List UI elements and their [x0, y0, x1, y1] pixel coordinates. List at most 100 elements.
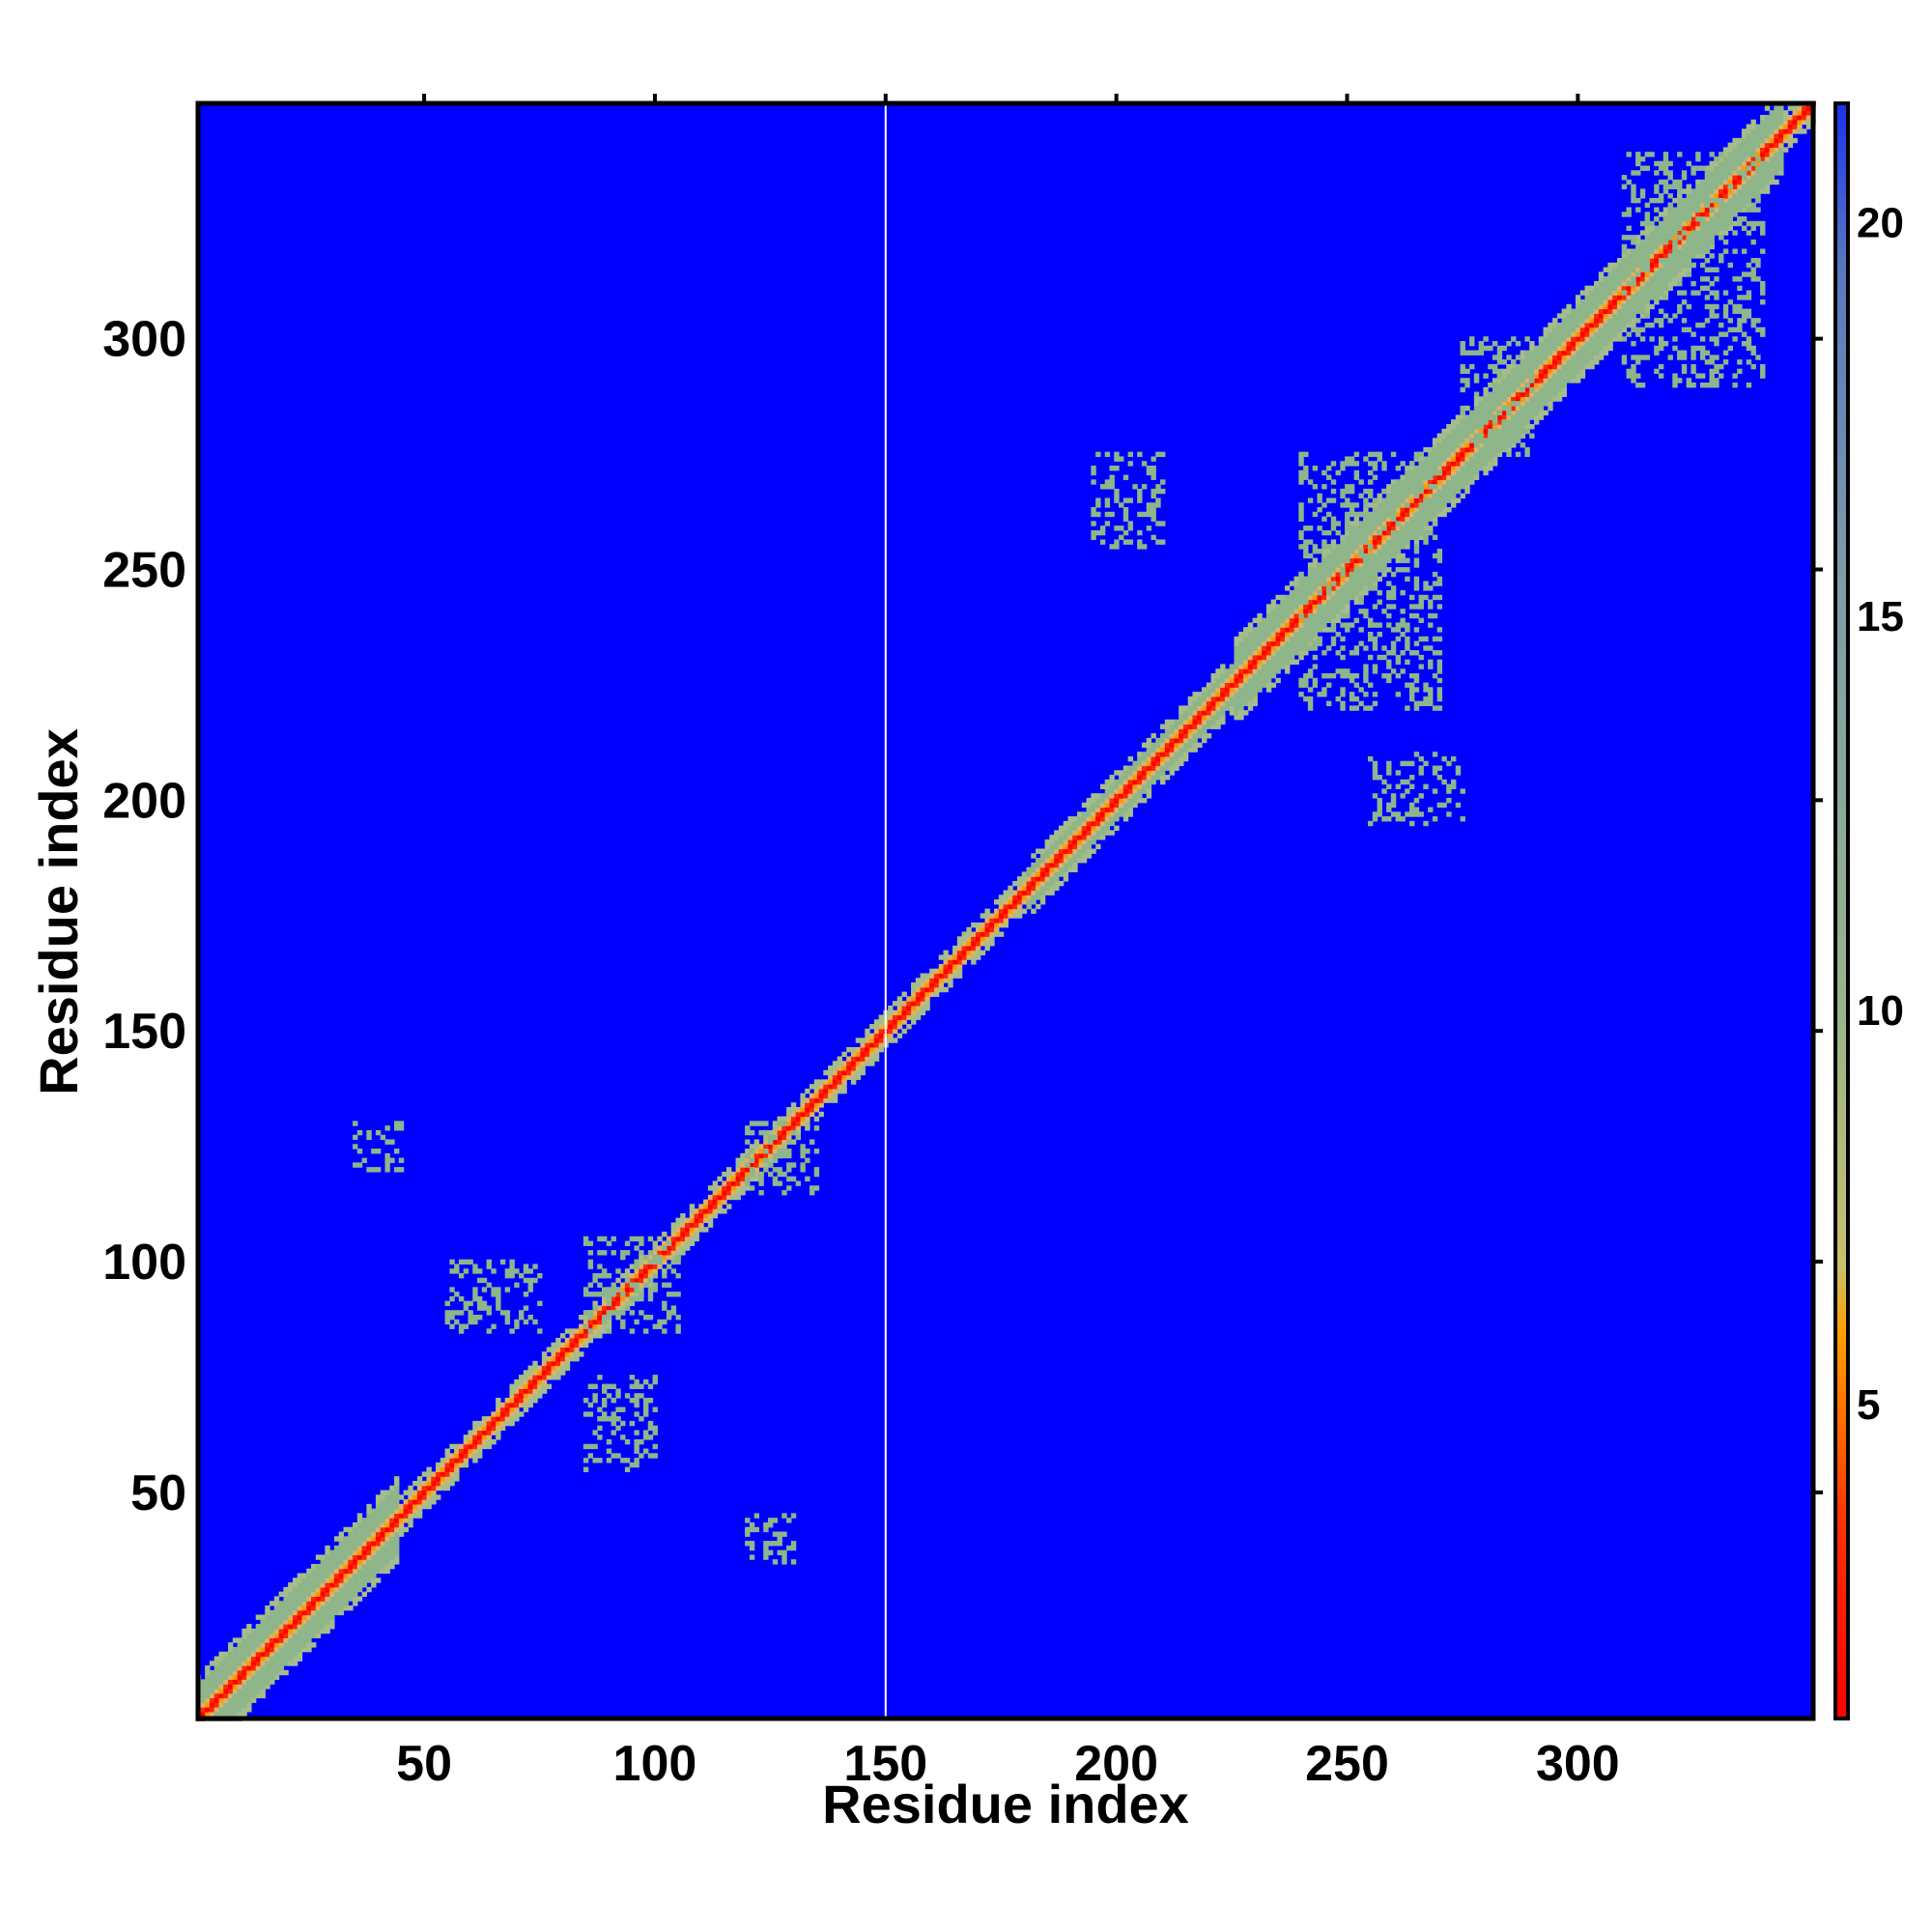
- heatmap-cell: [1169, 752, 1175, 757]
- heatmap-cell: [283, 1586, 289, 1593]
- heatmap-cell: [426, 1499, 432, 1505]
- heatmap-cell: [1039, 885, 1046, 892]
- heatmap-cell: [1405, 507, 1410, 513]
- heatmap-cell: [1345, 488, 1350, 495]
- heatmap-cell: [1390, 571, 1397, 578]
- heatmap-cell: [1805, 124, 1812, 129]
- heatmap-cell: [647, 1264, 654, 1269]
- heatmap-cell: [1202, 733, 1208, 739]
- heatmap-cell: [1556, 327, 1563, 333]
- heatmap-cell: [1787, 105, 1794, 111]
- heatmap-cell: [1265, 664, 1272, 669]
- heatmap-cell: [1746, 170, 1752, 176]
- heatmap-cell: [1677, 271, 1683, 277]
- heatmap-cell: [1335, 548, 1341, 554]
- heatmap-cell: [1109, 816, 1115, 822]
- heatmap-cell: [1293, 631, 1299, 638]
- heatmap-cell: [315, 1577, 322, 1583]
- heatmap-cell: [1109, 779, 1115, 785]
- heatmap-cell: [1353, 544, 1360, 550]
- heatmap-cell: [938, 973, 945, 979]
- heatmap-cell: [292, 1642, 298, 1648]
- heatmap-cell: [1285, 631, 1291, 638]
- heatmap-cell: [1714, 179, 1719, 185]
- heatmap-cell: [730, 1171, 737, 1178]
- heatmap-cell: [315, 1605, 322, 1611]
- heatmap-cell: [1589, 299, 1595, 305]
- heatmap-cell: [265, 1637, 270, 1643]
- heatmap-cell: [509, 1383, 515, 1390]
- heatmap-cell: [1639, 295, 1646, 300]
- heatmap-cell: [1049, 880, 1055, 887]
- heatmap-cell: [1635, 303, 1641, 310]
- heatmap-cell: [1377, 654, 1382, 661]
- heatmap-cell: [356, 1521, 363, 1528]
- heatmap-cell: [389, 1494, 395, 1500]
- heatmap-cell: [1579, 350, 1586, 355]
- heatmap-cell: [924, 973, 930, 979]
- heatmap-cell: [855, 1074, 862, 1080]
- heatmap-cell: [1293, 645, 1299, 651]
- heatmap-cell: [209, 1697, 215, 1703]
- heatmap-cell: [818, 1084, 824, 1090]
- heatmap-cell: [735, 1167, 741, 1173]
- heatmap-cell: [416, 1503, 423, 1510]
- heatmap-cell: [477, 1420, 483, 1427]
- heatmap-cell: [1363, 571, 1369, 578]
- heatmap-cell: [260, 1679, 266, 1685]
- heatmap-cell: [1413, 488, 1420, 495]
- heatmap-cell: [394, 1541, 400, 1547]
- heatmap-cell: [1797, 105, 1803, 111]
- heatmap-cell: [1543, 368, 1548, 375]
- heatmap-cell: [1460, 493, 1465, 499]
- heatmap-cell: [1699, 212, 1706, 217]
- heatmap-cell: [496, 1416, 501, 1422]
- heatmap-cell: [1455, 451, 1462, 458]
- heatmap-cell: [1086, 843, 1092, 850]
- heatmap-cell: [1197, 700, 1203, 707]
- heatmap-cell: [1298, 645, 1304, 651]
- heatmap-cell: [1746, 124, 1752, 129]
- heatmap-cell: [1179, 737, 1184, 744]
- heatmap-cell: [1298, 612, 1304, 619]
- heatmap-cell: [1455, 414, 1462, 420]
- heatmap-cell: [850, 1065, 857, 1071]
- heatmap-cell: [1164, 719, 1171, 725]
- heatmap-cell: [200, 1697, 206, 1703]
- heatmap-cell: [730, 1185, 737, 1191]
- heatmap-cell: [1289, 659, 1295, 666]
- heatmap-cell: [1303, 539, 1309, 545]
- heatmap-cell: [1137, 797, 1143, 804]
- heatmap-cell: [278, 1633, 284, 1638]
- heatmap-cell: [421, 1499, 428, 1505]
- heatmap-cell: [1644, 230, 1651, 236]
- heatmap-cell: [353, 1541, 358, 1547]
- heatmap-cell: [1584, 331, 1590, 337]
- heatmap-cell: [1247, 636, 1254, 642]
- heatmap-cell: [218, 1697, 224, 1703]
- heatmap-cell: [758, 1152, 764, 1159]
- heatmap-cell: [1141, 775, 1148, 781]
- heatmap-cell: [1460, 479, 1465, 485]
- heatmap-cell: [205, 1697, 211, 1703]
- heatmap-cell: [1335, 567, 1341, 573]
- heatmap-cell: [1312, 682, 1319, 688]
- heatmap-cell: [1340, 562, 1346, 568]
- heatmap-cell: [1644, 253, 1651, 259]
- heatmap-cell: [1016, 908, 1023, 914]
- heatmap-cell: [320, 1609, 326, 1616]
- heatmap-cell: [283, 1651, 289, 1658]
- heatmap-cell: [315, 1582, 322, 1588]
- heatmap-cell: [855, 1056, 862, 1062]
- heatmap-cell: [1169, 770, 1175, 776]
- heatmap-cell: [1372, 622, 1378, 628]
- heatmap-cell: [555, 1342, 561, 1349]
- heatmap-cell: [1058, 848, 1065, 854]
- heatmap-cell: [1317, 507, 1322, 513]
- heatmap-cell: [255, 1684, 262, 1690]
- heatmap-cell: [1488, 383, 1493, 388]
- heatmap-cell: [273, 1619, 280, 1625]
- heatmap-cell: [1067, 835, 1073, 840]
- heatmap-cell: [694, 1236, 699, 1242]
- heatmap-cell: [228, 1697, 234, 1703]
